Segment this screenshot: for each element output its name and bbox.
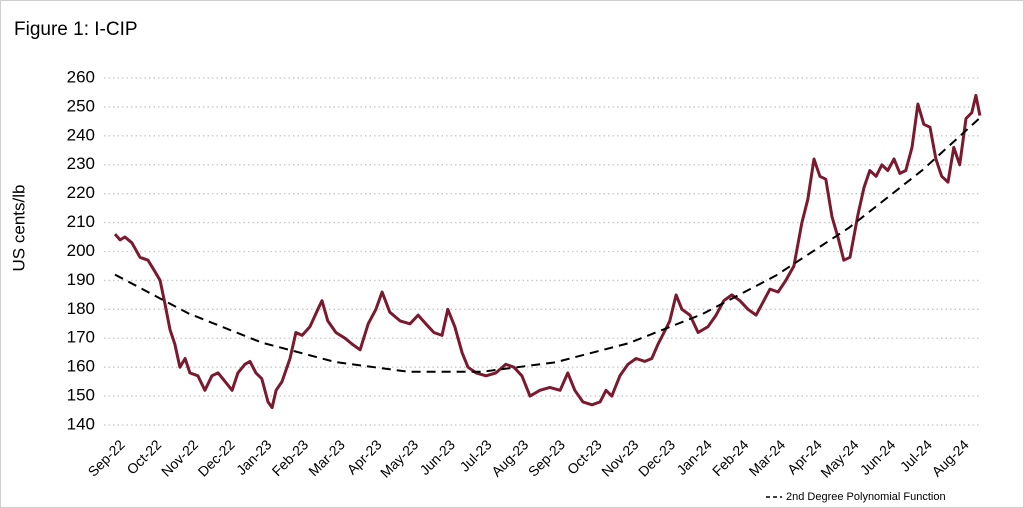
- y-tick-label: 210: [67, 212, 95, 231]
- chart-title: Figure 1: I-CIP: [14, 19, 138, 40]
- trend-line: [114, 117, 981, 373]
- y-tick-label: 160: [67, 357, 95, 376]
- y-tick-label: 180: [67, 299, 95, 318]
- y-tick-label: 150: [67, 386, 95, 405]
- y-tick-label: 190: [67, 270, 95, 289]
- y-tick-label: 230: [67, 154, 95, 173]
- legend-label: 2nd Degree Polynomial Function: [786, 491, 946, 503]
- y-tick-label: 140: [67, 414, 95, 433]
- y-tick-label: 170: [67, 328, 95, 347]
- y-axis-label: US cents/lb: [9, 185, 28, 272]
- y-tick-label: 220: [67, 183, 95, 202]
- y-tick-label: 200: [67, 241, 95, 260]
- y-tick-label: 240: [67, 125, 95, 144]
- y-tick-label: 260: [67, 67, 95, 86]
- price-line: [113, 93, 982, 410]
- y-tick-label: 250: [67, 96, 95, 115]
